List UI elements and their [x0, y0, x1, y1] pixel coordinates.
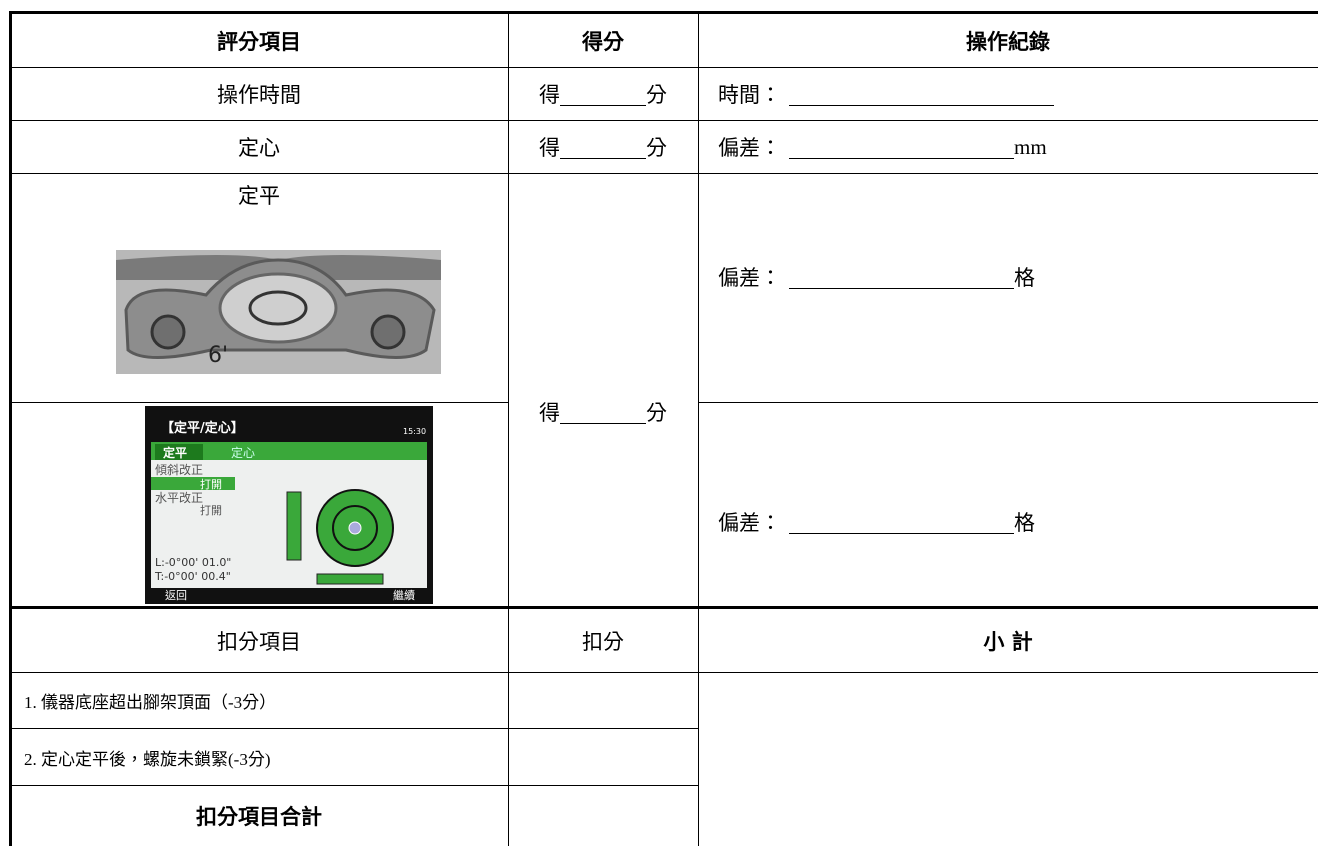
photo-mark: 6' — [208, 343, 228, 368]
tab-active — [155, 444, 203, 460]
rule — [698, 402, 1318, 403]
header-cell: 操作紀錄 — [966, 29, 1050, 54]
setting: 傾斜改正 — [155, 463, 203, 477]
header-cell: 得分 — [582, 29, 624, 54]
screen-title: 【定平/定心】 — [161, 420, 244, 436]
vertical-gauge — [286, 491, 302, 561]
reading: T:-0°00' 00.4" — [154, 570, 231, 583]
screen-clock: 15:30 — [403, 427, 426, 436]
record-cell: 偏差： 格 — [698, 500, 1318, 544]
rule — [10, 67, 1318, 68]
item: 操作時間 — [217, 83, 301, 107]
deduction-header: 小 計 — [983, 629, 1033, 654]
blank — [789, 83, 1054, 106]
button: 繼續 — [393, 588, 415, 602]
bubble-level-photo: 6' — [116, 250, 441, 374]
record-label: 偏差： — [718, 511, 781, 535]
tab: 定平 — [163, 445, 187, 460]
blank — [560, 401, 646, 424]
score-prefix: 得 — [539, 401, 560, 425]
reading: L:-0°00' 01.0" — [155, 556, 231, 569]
record-cell: 時間： — [698, 68, 1318, 120]
item: 定心 — [238, 136, 280, 160]
rule — [10, 402, 508, 403]
score-suffix: 分 — [646, 83, 667, 107]
record-unit: mm — [1014, 134, 1047, 159]
setting: 水平改正 — [155, 491, 203, 505]
border — [9, 11, 12, 846]
score-cell: 得分 — [508, 121, 698, 173]
blank — [560, 83, 646, 106]
score-suffix: 分 — [646, 136, 667, 160]
button: 返回 — [165, 588, 187, 602]
blank — [560, 136, 646, 159]
screw — [370, 314, 406, 350]
rule — [10, 173, 1318, 174]
score-prefix: 得 — [539, 136, 560, 160]
vial — [218, 272, 338, 344]
record-label: 偏差： — [718, 136, 781, 160]
device-screen: 【定平/定心】 15:30 定平 定心 傾斜改正 打開 水平改正 打開 L:-0… — [145, 406, 433, 604]
record-label: 時間： — [718, 83, 781, 107]
vial-ring — [248, 290, 308, 326]
score-suffix: 分 — [646, 401, 667, 425]
rule — [698, 12, 699, 846]
score-prefix: 得 — [539, 83, 560, 107]
gauge-ring — [332, 505, 378, 551]
blank — [789, 511, 1014, 534]
tab: 定心 — [231, 445, 255, 460]
border — [10, 11, 1318, 14]
title-bar — [151, 412, 427, 442]
record-cell: 偏差： mm — [698, 121, 1318, 173]
score-cell: 得分 — [508, 390, 698, 434]
rule — [10, 672, 1318, 673]
rule — [10, 728, 698, 729]
rule — [10, 120, 1318, 121]
score-cell: 得分 — [508, 68, 698, 120]
item: 定平 — [238, 184, 280, 208]
rule — [10, 785, 698, 786]
button-bar — [151, 588, 427, 600]
deduction-total: 扣分項目合計 — [196, 805, 322, 829]
deduction-header: 扣分項目 — [217, 629, 301, 654]
deduction-header: 扣分 — [582, 629, 624, 654]
tab-bar — [151, 442, 427, 460]
deduction-item: 2. 定心定平後，螺旋未鎖緊(-3分) — [24, 749, 271, 769]
record-label: 偏差： — [718, 266, 781, 290]
blank — [789, 136, 1014, 159]
setting-highlight — [151, 477, 235, 490]
record-unit: 格 — [1014, 511, 1035, 535]
gauge-bubble — [348, 521, 362, 535]
record-unit: 格 — [1014, 266, 1035, 290]
screw — [150, 314, 186, 350]
deduction-item: 1. 儀器底座超出腳架頂面（-3分） — [24, 693, 277, 712]
header-cell: 評分項目 — [217, 29, 301, 54]
setting: 打開 — [200, 503, 222, 517]
record-cell: 偏差： 格 — [698, 255, 1318, 299]
rule — [508, 12, 509, 846]
setting: 打開 — [200, 477, 222, 491]
blank — [789, 266, 1014, 289]
rule — [10, 606, 1318, 609]
horizontal-gauge — [316, 573, 384, 585]
